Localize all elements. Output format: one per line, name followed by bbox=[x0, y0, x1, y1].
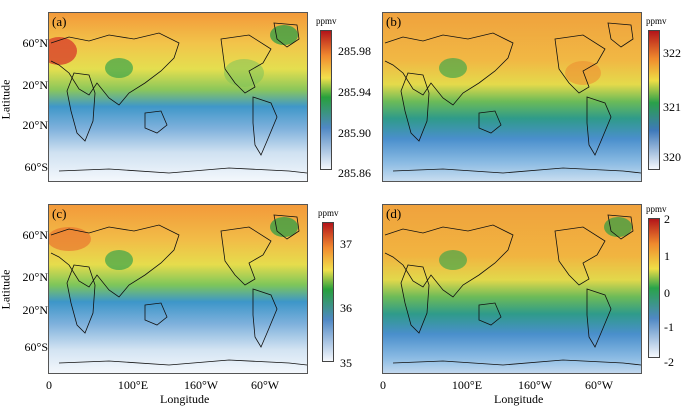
map-d-field bbox=[383, 205, 641, 373]
map-a-field bbox=[49, 13, 307, 181]
ytick-c-20n: 20°N bbox=[22, 270, 48, 284]
colorbar-tick-d-4: -1 bbox=[664, 320, 674, 334]
colorbar-a bbox=[320, 30, 332, 170]
colorbar-tick-b-2: 321 bbox=[663, 100, 681, 114]
colorbar-tick-d-1: 2 bbox=[664, 212, 670, 226]
x-axis-title-left: Longitude bbox=[160, 392, 210, 406]
colorbar-tick-a-3: 285.90 bbox=[338, 126, 371, 140]
xtick-left-0: 0 bbox=[46, 378, 52, 392]
map-panel-c: (c) bbox=[48, 204, 308, 374]
colorbar-tick-c-3: 35 bbox=[340, 356, 352, 370]
colorbar-tick-d-5: -2 bbox=[664, 355, 674, 369]
y-axis-title-top: Latitude bbox=[0, 79, 13, 120]
ytick-a-20n: 20°N bbox=[22, 78, 48, 92]
colorbar-d bbox=[648, 218, 660, 358]
map-panel-b: (b) bbox=[382, 12, 642, 182]
ytick-a-20n-second: 20°N bbox=[22, 118, 48, 132]
panel-label-a: (a) bbox=[52, 14, 67, 29]
xtick-right-0: 0 bbox=[380, 378, 386, 392]
colorbar-b bbox=[648, 30, 660, 170]
y-axis-title-bottom: Latitude bbox=[0, 269, 13, 310]
map-b-field bbox=[383, 13, 641, 181]
colorbar-tick-b-3: 320 bbox=[663, 150, 681, 164]
map-c-field bbox=[49, 205, 307, 373]
map-panel-a: (a) bbox=[48, 12, 308, 182]
colorbar-tick-a-2: 285.94 bbox=[338, 85, 371, 99]
xtick-right-160w: 160°W bbox=[517, 378, 553, 392]
xtick-right-100e: 100°E bbox=[451, 378, 483, 392]
ytick-a-60s: 60°S bbox=[24, 160, 48, 174]
colorbar-unit-b: ppmv bbox=[646, 16, 667, 26]
colorbar-tick-a-4: 285.86 bbox=[338, 166, 371, 180]
colorbar-unit-c: ppmv bbox=[318, 208, 339, 218]
colorbar-tick-a-1: 285.98 bbox=[338, 44, 371, 58]
x-axis-title-right: Longitude bbox=[494, 392, 544, 406]
colorbar-unit-d: ppmv bbox=[646, 204, 667, 214]
colorbar-tick-c-2: 36 bbox=[340, 301, 352, 315]
panel-label-b: (b) bbox=[386, 14, 402, 29]
xtick-left-160w: 160°W bbox=[183, 378, 219, 392]
colorbar-c bbox=[322, 222, 334, 362]
colorbar-tick-b-1: 322 bbox=[663, 46, 681, 60]
panel-label-d: (d) bbox=[386, 206, 402, 221]
map-panel-d: (d) bbox=[382, 204, 642, 374]
xtick-left-60w: 60°W bbox=[250, 378, 280, 392]
ytick-c-60s: 60°S bbox=[24, 340, 48, 354]
colorbar-tick-d-2: 1 bbox=[664, 249, 670, 263]
panel-label-c: (c) bbox=[52, 206, 67, 221]
xtick-right-60w: 60°W bbox=[584, 378, 614, 392]
ytick-a-60n: 60°N bbox=[22, 36, 48, 50]
xtick-left-100e: 100°E bbox=[117, 378, 149, 392]
colorbar-unit-a: ppmv bbox=[316, 16, 337, 26]
colorbar-tick-d-3: 0 bbox=[664, 286, 670, 300]
colorbar-tick-c-1: 37 bbox=[340, 237, 352, 251]
ytick-c-60n: 60°N bbox=[22, 228, 48, 242]
ytick-c-20n-second: 20°N bbox=[22, 303, 48, 317]
